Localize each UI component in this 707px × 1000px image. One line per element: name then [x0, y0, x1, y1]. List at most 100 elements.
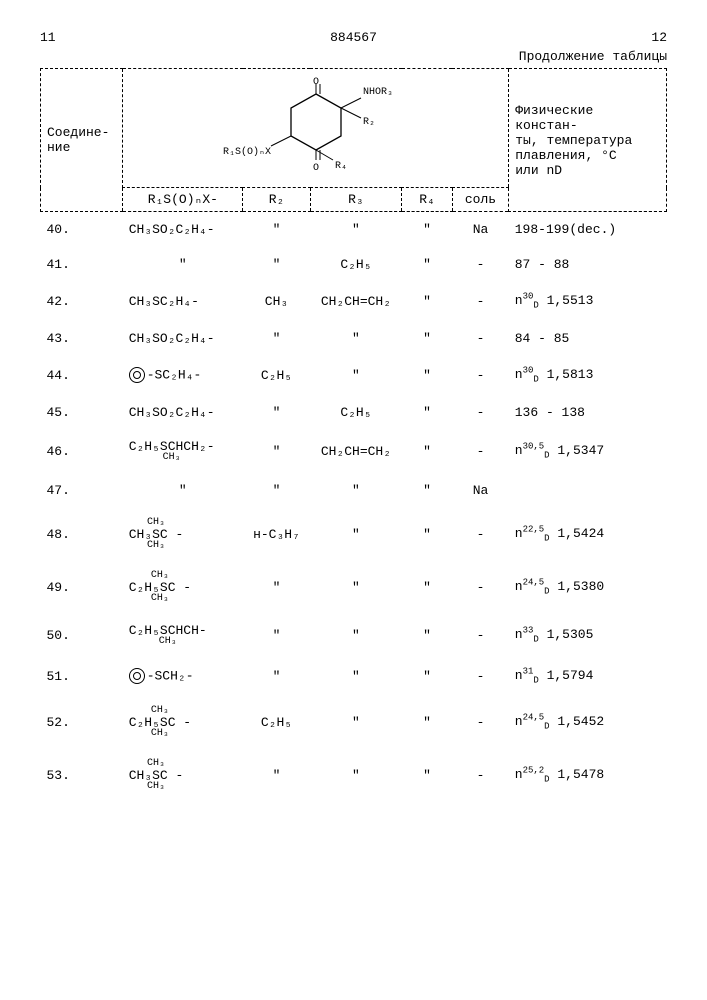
cell-phys: n25,2D 1,5478 [509, 749, 667, 802]
cell-salt: Na [452, 473, 509, 508]
cell-r1: CH₃SC₂H₄- [123, 282, 243, 321]
table-row: 42.CH₃SC₂H₄-CH₃CH₂CH=CH₂"-n30D 1,5513 [41, 282, 667, 321]
cell-compound-number: 41. [41, 247, 123, 282]
cell-r3: C₂H₅ [310, 395, 402, 430]
cell-r2: н-C₃H₇ [243, 508, 310, 561]
cell-compound-number: 53. [41, 749, 123, 802]
cell-r1: -SC₂H₄- [123, 356, 243, 395]
cell-r2: C₂H₅ [243, 696, 310, 749]
structure-diagram: O O NHOR₃ R₂ R₁S(O)ₙX R₄ [221, 76, 411, 176]
col-phys: Физические констан- ты, температура плав… [509, 69, 667, 212]
cell-compound-number: 50. [41, 614, 123, 657]
cell-salt: - [452, 356, 509, 395]
cell-r2: " [243, 395, 310, 430]
left-page-number: 11 [40, 30, 56, 45]
cell-r4: " [402, 561, 452, 614]
cell-r1: CH₃CH₃SC -CH₃ [123, 508, 243, 561]
svg-text:NHOR₃: NHOR₃ [363, 87, 393, 98]
cell-r4: " [402, 657, 452, 696]
cell-phys: 87 - 88 [509, 247, 667, 282]
cell-phys: n30D 1,5813 [509, 356, 667, 395]
col-r1: R₁S(O)ₙX- [123, 188, 243, 212]
svg-text:O: O [313, 163, 319, 174]
cell-r4: " [402, 749, 452, 802]
cell-salt: - [452, 508, 509, 561]
cell-r2: C₂H₅ [243, 356, 310, 395]
cell-r2: " [243, 321, 310, 356]
cell-r3: " [310, 212, 402, 248]
cell-r4: " [402, 282, 452, 321]
cell-r3: " [310, 614, 402, 657]
continuation-label: Продолжение таблицы [40, 49, 667, 64]
cell-compound-number: 49. [41, 561, 123, 614]
table-row: 53.CH₃CH₃SC -CH₃"""-n25,2D 1,5478 [41, 749, 667, 802]
cell-compound-number: 46. [41, 430, 123, 473]
cell-compound-number: 40. [41, 212, 123, 248]
cell-r4: " [402, 321, 452, 356]
cell-r2: " [243, 561, 310, 614]
cell-compound-number: 45. [41, 395, 123, 430]
right-page-number: 12 [651, 30, 667, 45]
svg-text:R₂: R₂ [363, 117, 375, 128]
cell-r2: CH₃ [243, 282, 310, 321]
cell-phys [509, 473, 667, 508]
cell-r4: " [402, 614, 452, 657]
table-row: 43.CH₃SO₂C₂H₄-"""-84 - 85 [41, 321, 667, 356]
svg-text:O: O [313, 77, 319, 88]
cell-phys: n24,5D 1,5380 [509, 561, 667, 614]
cell-r1: CH₃SO₂C₂H₄- [123, 321, 243, 356]
svg-text:R₁S(O)ₙX: R₁S(O)ₙX [223, 146, 271, 158]
cell-r1: -SCH₂- [123, 657, 243, 696]
cell-r3: " [310, 473, 402, 508]
cell-r3: CH₂CH=CH₂ [310, 430, 402, 473]
cell-r4: " [402, 508, 452, 561]
table-row: 44.-SC₂H₄-C₂H₅""-n30D 1,5813 [41, 356, 667, 395]
svg-text:R₄: R₄ [335, 161, 347, 172]
cell-phys: n31D 1,5794 [509, 657, 667, 696]
compound-table: Соедине- ние O O NHOR₃ R₂ R₁S(O)ₙX R₄ [40, 68, 667, 802]
cell-r2: " [243, 614, 310, 657]
cell-r4: " [402, 473, 452, 508]
cell-compound-number: 43. [41, 321, 123, 356]
cell-r1: CH₃C₂H₅SC -CH₃ [123, 561, 243, 614]
cell-r2: " [243, 473, 310, 508]
cell-r2: " [243, 430, 310, 473]
cell-r2: " [243, 212, 310, 248]
cell-salt: - [452, 395, 509, 430]
cell-phys: n30,5D 1,5347 [509, 430, 667, 473]
cell-r3: " [310, 321, 402, 356]
cell-salt: - [452, 430, 509, 473]
cell-r3: " [310, 508, 402, 561]
cell-compound-number: 48. [41, 508, 123, 561]
phenyl-icon [129, 367, 145, 383]
cell-r2: " [243, 247, 310, 282]
cell-r3: C₂H₅ [310, 247, 402, 282]
cell-r3: " [310, 657, 402, 696]
cell-r4: " [402, 356, 452, 395]
cell-compound-number: 42. [41, 282, 123, 321]
cell-compound-number: 44. [41, 356, 123, 395]
table-row: 47.""""Na [41, 473, 667, 508]
cell-phys: 198-199(dec.) [509, 212, 667, 248]
cell-phys: n33D 1,5305 [509, 614, 667, 657]
cell-r3: " [310, 749, 402, 802]
cell-salt: - [452, 749, 509, 802]
table-row: 50.C₂H₅SCHCH-CH₃"""-n33D 1,5305 [41, 614, 667, 657]
cell-salt: - [452, 614, 509, 657]
cell-salt: - [452, 696, 509, 749]
cell-r3: " [310, 561, 402, 614]
cell-r1: C₂H₅SCHCH-CH₃ [123, 614, 243, 657]
cell-salt: - [452, 247, 509, 282]
table-row: 51.-SCH₂-"""-n31D 1,5794 [41, 657, 667, 696]
cell-r4: " [402, 430, 452, 473]
cell-r1: CH₃CH₃SC -CH₃ [123, 749, 243, 802]
cell-phys: 136 - 138 [509, 395, 667, 430]
cell-r2: " [243, 657, 310, 696]
col-r3: R₃ [310, 188, 402, 212]
cell-r1: " [123, 247, 243, 282]
cell-r4: " [402, 212, 452, 248]
cell-r2: " [243, 749, 310, 802]
cell-r4: " [402, 696, 452, 749]
table-row: 45.CH₃SO₂C₂H₄-"C₂H₅"-136 - 138 [41, 395, 667, 430]
col-salt: соль [452, 188, 509, 212]
